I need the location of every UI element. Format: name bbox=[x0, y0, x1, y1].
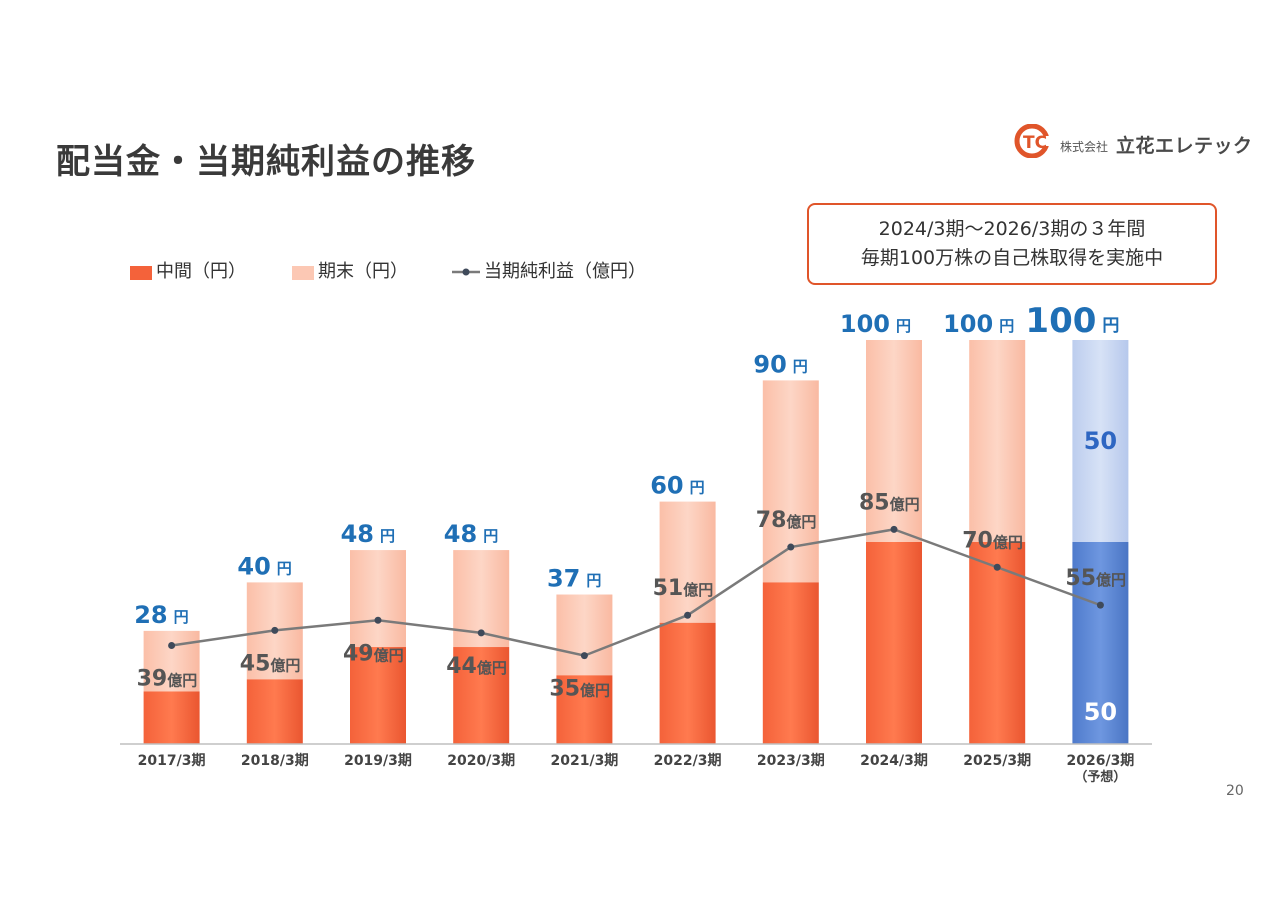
bar-interim-5 bbox=[659, 622, 716, 744]
dividend-unit-label-0: 円 bbox=[174, 608, 189, 626]
dividend-unit-label-3: 円 bbox=[483, 527, 498, 545]
bar-interim-9 bbox=[1072, 542, 1129, 744]
profit-point-1 bbox=[271, 626, 279, 634]
dividend-unit-label-9: 円 bbox=[1102, 316, 1119, 336]
legend-item-profit: 当期純利益（億円） bbox=[452, 260, 646, 284]
dividend-total-label-5: 60 bbox=[650, 472, 683, 500]
bar-final-8 bbox=[969, 340, 1026, 542]
category-label-9: 2026/3期 bbox=[1066, 753, 1134, 769]
profit-label-6: 78億円 bbox=[756, 508, 817, 533]
legend-item-final: 期末（円） bbox=[292, 260, 408, 284]
profit-label-3: 44億円 bbox=[446, 654, 507, 679]
legend-swatch-interim bbox=[130, 266, 152, 280]
bar-final-9 bbox=[1072, 340, 1129, 542]
bar-final-0 bbox=[143, 630, 200, 692]
category-label-7: 2024/3期 bbox=[860, 753, 928, 769]
dividend-unit-label-4: 円 bbox=[586, 572, 601, 590]
profit-label-2: 49億円 bbox=[343, 641, 404, 666]
legend-line-icon bbox=[452, 268, 480, 276]
bar-final-4 bbox=[556, 594, 613, 676]
logo-company-name: 立花エレテック bbox=[1116, 135, 1253, 157]
profit-point-9 bbox=[1096, 601, 1104, 609]
profit-point-5 bbox=[684, 611, 692, 619]
logo-mark-text: TC bbox=[1023, 133, 1047, 153]
profit-point-3 bbox=[477, 629, 485, 637]
profit-label-8: 70億円 bbox=[962, 528, 1023, 553]
dividend-unit-label-5: 円 bbox=[690, 479, 705, 497]
bar-interim-2 bbox=[350, 647, 406, 744]
profit-line bbox=[171, 528, 1101, 657]
profit-point-4 bbox=[580, 652, 588, 660]
profit-point-0 bbox=[168, 642, 176, 650]
legend-label-final: 期末（円） bbox=[318, 261, 408, 282]
legend-swatch-final bbox=[292, 266, 314, 280]
dividend-total-label-3: 48 bbox=[444, 520, 477, 548]
callout-line-1: 2024/3期～2026/3期の３年間 bbox=[878, 218, 1146, 240]
category-label-3: 2020/3期 bbox=[447, 753, 515, 769]
category-label-0: 2017/3期 bbox=[138, 753, 206, 769]
bar-interim-1 bbox=[246, 679, 303, 744]
legend-label-interim: 中間（円） bbox=[156, 261, 246, 282]
bar-final-7 bbox=[866, 340, 922, 542]
bar-interim-4 bbox=[556, 675, 613, 744]
profit-label-7: 85億円 bbox=[859, 490, 920, 515]
dividend-total-label-4: 37 bbox=[547, 565, 580, 593]
profit-label-9: 55億円 bbox=[1065, 566, 1126, 591]
category-label-6: 2023/3期 bbox=[757, 753, 825, 769]
dividend-unit-label-6: 円 bbox=[793, 357, 808, 375]
bar-interim-6 bbox=[762, 582, 819, 744]
dividend-total-label-2: 48 bbox=[341, 520, 374, 548]
category-label-8: 2025/3期 bbox=[963, 753, 1031, 769]
bar-interim-0 bbox=[143, 691, 200, 744]
dividend-total-label-8: 100 bbox=[943, 310, 993, 338]
dividend-unit-label-7: 円 bbox=[896, 317, 911, 335]
profit-point-7 bbox=[890, 525, 898, 533]
buyback-callout: 2024/3期～2026/3期の３年間 毎期100万株の自己株取得を実施中 bbox=[807, 203, 1217, 285]
callout-line-2: 毎期100万株の自己株取得を実施中 bbox=[860, 247, 1164, 269]
forecast-final-label: 50 bbox=[1084, 427, 1117, 455]
profit-label-1: 45億円 bbox=[240, 651, 301, 676]
bar-final-2 bbox=[350, 550, 406, 648]
dividend-total-label-0: 28 bbox=[134, 601, 167, 629]
forecast-interim-label: 50 bbox=[1084, 698, 1117, 726]
profit-point-8 bbox=[993, 563, 1001, 571]
category-label-4: 2021/3期 bbox=[550, 753, 618, 769]
profit-label-5: 51億円 bbox=[653, 576, 714, 601]
category-label-5: 2022/3期 bbox=[654, 753, 722, 769]
bar-interim-3 bbox=[453, 647, 510, 744]
bar-final-6 bbox=[762, 380, 819, 583]
bar-final-5 bbox=[659, 501, 716, 623]
dividend-unit-label-1: 円 bbox=[277, 559, 292, 577]
logo-company-prefix: 株式会社 bbox=[1060, 140, 1109, 154]
dividend-total-label-7: 100 bbox=[840, 310, 890, 338]
dividend-total-label-9: 100 bbox=[1025, 301, 1096, 341]
profit-point-6 bbox=[787, 543, 795, 551]
bar-interim-7 bbox=[866, 542, 922, 744]
category-note-9: （予想） bbox=[1074, 769, 1126, 785]
tc-logo-icon: TC bbox=[1014, 124, 1058, 158]
page-title: 配当金・当期純利益の推移 bbox=[56, 142, 476, 182]
profit-label-4: 35億円 bbox=[549, 677, 610, 702]
dividend-total-label-6: 90 bbox=[753, 350, 786, 378]
profit-point-2 bbox=[374, 616, 382, 624]
company-logo: TC 株式会社 立花エレテック bbox=[1012, 124, 1252, 160]
legend-label-profit: 当期純利益（億円） bbox=[484, 261, 646, 282]
bar-interim-8 bbox=[969, 542, 1026, 744]
dividend-unit-label-2: 円 bbox=[380, 527, 395, 545]
page-number: 20 bbox=[1226, 783, 1244, 799]
category-label-2: 2019/3期 bbox=[344, 753, 412, 769]
dividend-total-label-1: 40 bbox=[237, 552, 270, 580]
profit-label-0: 39億円 bbox=[137, 667, 198, 692]
dividend-unit-label-8: 円 bbox=[999, 317, 1014, 335]
legend-item-interim: 中間（円） bbox=[130, 260, 246, 284]
category-label-1: 2018/3期 bbox=[241, 753, 309, 769]
